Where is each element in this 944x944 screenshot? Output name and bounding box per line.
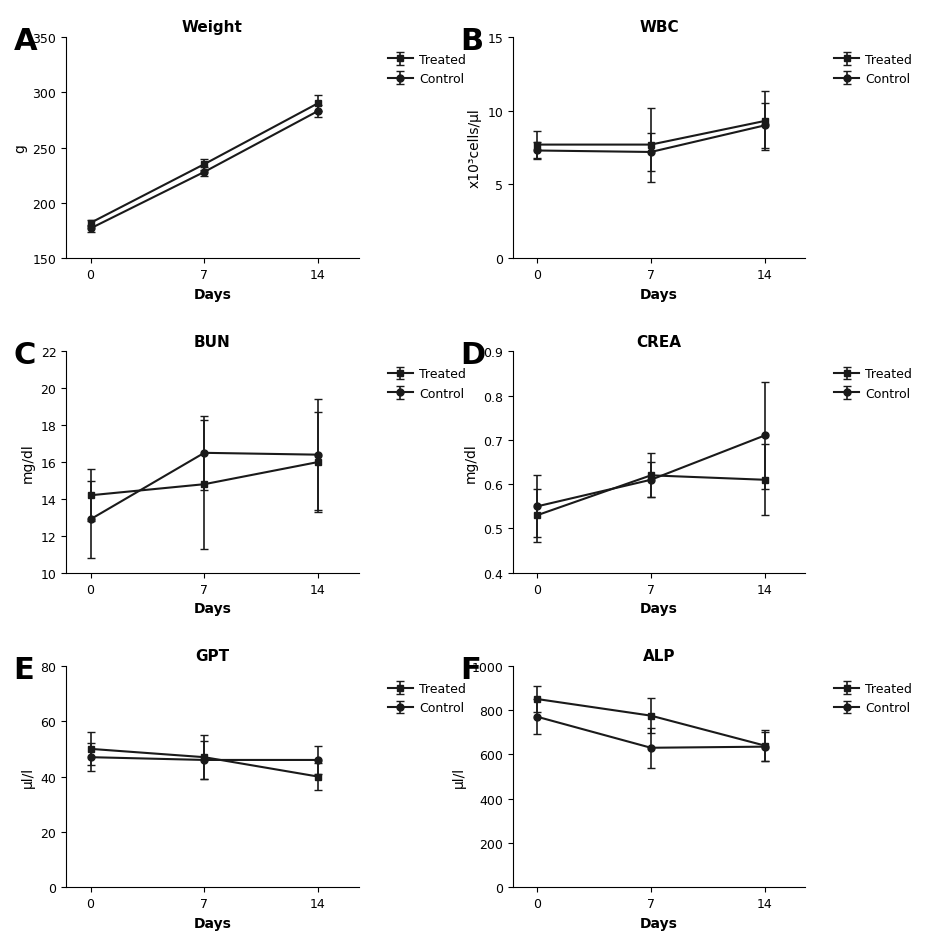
X-axis label: Days: Days	[194, 916, 231, 930]
X-axis label: Days: Days	[639, 601, 677, 615]
Y-axis label: mg/dl: mg/dl	[464, 443, 477, 482]
Text: C: C	[13, 341, 36, 370]
Legend: Treated, Control: Treated, Control	[828, 363, 917, 405]
X-axis label: Days: Days	[639, 287, 677, 301]
Y-axis label: x10³cells/μl: x10³cells/μl	[467, 109, 481, 188]
Text: B: B	[460, 26, 482, 56]
Title: GPT: GPT	[195, 649, 229, 664]
Legend: Treated, Control: Treated, Control	[382, 363, 470, 405]
Y-axis label: μl/l: μl/l	[21, 767, 35, 787]
Title: Weight: Weight	[182, 20, 243, 35]
Legend: Treated, Control: Treated, Control	[828, 49, 917, 91]
Y-axis label: μl/l: μl/l	[451, 767, 465, 787]
X-axis label: Days: Days	[194, 287, 231, 301]
Title: CREA: CREA	[636, 334, 681, 349]
Text: F: F	[460, 655, 480, 684]
Title: BUN: BUN	[194, 334, 230, 349]
Y-axis label: g: g	[13, 143, 27, 153]
Text: A: A	[13, 26, 37, 56]
Y-axis label: mg/dl: mg/dl	[21, 443, 35, 482]
X-axis label: Days: Days	[194, 601, 231, 615]
Legend: Treated, Control: Treated, Control	[382, 49, 470, 91]
X-axis label: Days: Days	[639, 916, 677, 930]
Text: D: D	[460, 341, 485, 370]
Legend: Treated, Control: Treated, Control	[828, 677, 917, 719]
Legend: Treated, Control: Treated, Control	[382, 677, 470, 719]
Title: ALP: ALP	[642, 649, 675, 664]
Text: E: E	[13, 655, 34, 684]
Title: WBC: WBC	[638, 20, 678, 35]
